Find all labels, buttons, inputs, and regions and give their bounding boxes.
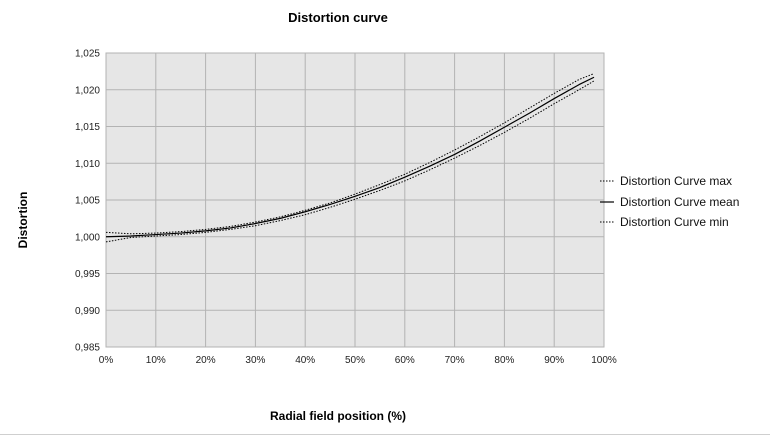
x-tick-label: 60% [395,355,415,366]
bottom-divider [0,434,770,435]
x-tick-label: 20% [196,355,216,366]
y-tick-label: 0,990 [75,306,100,317]
y-axis-label: Distortion [16,192,30,249]
x-axis-label: Radial field position (%) [270,409,406,423]
legend-item-max: Distortion Curve max [600,174,732,188]
x-tick-label: 70% [445,355,465,366]
x-tick-label: 10% [146,355,166,366]
y-tick-label: 0,995 [75,269,100,280]
x-tick-label: 80% [494,355,514,366]
x-tick-label: 90% [544,355,564,366]
legend-label-mean: Distortion Curve mean [620,195,739,209]
legend: Distortion Curve max Distortion Curve me… [600,174,739,229]
y-tick-label: 1,015 [75,122,100,133]
chart-title: Distortion curve [288,10,388,25]
y-tick-label: 1,000 [75,232,100,243]
series-group [105,73,595,243]
y-tick-label: 0,985 [75,343,100,354]
x-tick-label: 100% [591,355,617,366]
y-tick-label: 1,020 [75,85,100,96]
series-line-max [105,73,595,235]
x-tick-label: 30% [245,355,265,366]
x-tick-label: 40% [295,355,315,366]
y-tick-label: 1,025 [75,49,100,60]
y-axis-ticks: 0,985 0,990 0,995 1,000 1,005 1,010 1,015 1,020… [75,49,100,354]
x-axis-ticks: 0% 10% 20% 30% 40% 50% 60% 70% 80% 90% 100% [99,355,617,366]
y-tick-label: 1,010 [75,159,100,170]
grid-lines [105,52,605,348]
legend-label-max: Distortion Curve max [620,174,732,188]
legend-item-min: Distortion Curve min [600,215,729,229]
y-tick-label: 1,005 [75,196,100,207]
x-tick-label: 0% [99,355,114,366]
legend-item-mean: Distortion Curve mean [600,195,739,209]
x-tick-label: 50% [345,355,365,366]
plot-border [105,52,605,348]
legend-label-min: Distortion Curve min [620,215,729,229]
series-line-mean [105,76,595,238]
